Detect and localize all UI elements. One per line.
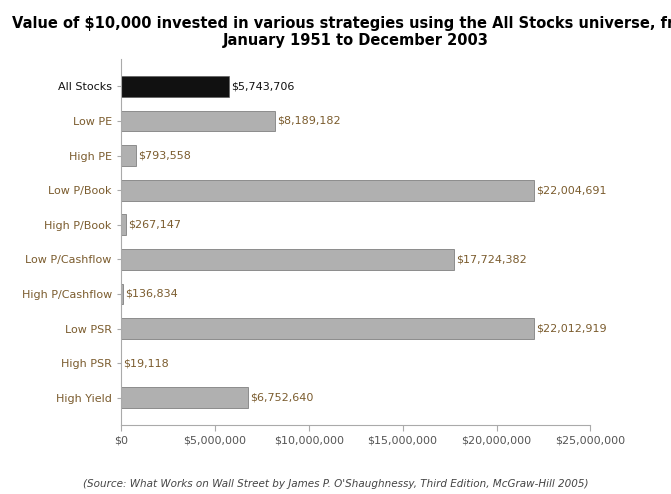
Text: $22,012,919: $22,012,919 xyxy=(537,324,607,333)
Bar xyxy=(121,111,274,131)
Text: $17,724,382: $17,724,382 xyxy=(456,254,527,264)
Text: $793,558: $793,558 xyxy=(138,151,191,161)
Text: $22,004,691: $22,004,691 xyxy=(536,185,607,195)
Bar xyxy=(121,214,125,235)
Text: $5,743,706: $5,743,706 xyxy=(231,82,295,91)
Text: $267,147: $267,147 xyxy=(128,220,181,230)
Bar xyxy=(121,76,229,97)
Bar xyxy=(121,180,534,201)
Bar xyxy=(121,249,454,270)
Text: $8,189,182: $8,189,182 xyxy=(277,116,340,126)
Text: $6,752,640: $6,752,640 xyxy=(250,393,313,403)
Bar xyxy=(121,284,123,304)
Text: $136,834: $136,834 xyxy=(125,289,178,299)
Bar xyxy=(121,318,534,339)
Title: Value of $10,000 invested in various strategies using the All Stocks universe, f: Value of $10,000 invested in various str… xyxy=(12,16,671,48)
Bar xyxy=(121,145,136,166)
Text: $19,118: $19,118 xyxy=(123,358,169,368)
Text: (Source: What Works on Wall Street by James P. O'Shaughnessy, Third Edition, McG: (Source: What Works on Wall Street by Ja… xyxy=(83,479,588,489)
Bar xyxy=(121,387,248,408)
